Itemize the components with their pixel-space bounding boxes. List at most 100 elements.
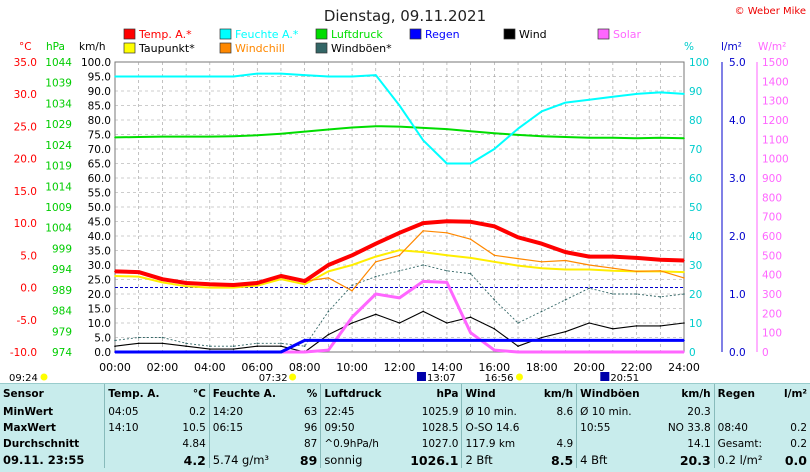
series-point — [374, 339, 377, 342]
series-point — [635, 325, 638, 327]
stats-header-cell: Luftdruck — [320, 384, 397, 404]
series-point — [398, 297, 401, 299]
temp-tick-label: 35.0 — [14, 57, 37, 69]
series-point — [137, 271, 140, 273]
legend-swatch — [123, 28, 136, 40]
series-point — [446, 254, 448, 257]
stats-cell: 1027.0 — [421, 438, 459, 450]
series-point — [374, 260, 377, 263]
series-point — [280, 275, 282, 277]
legend-label: Solar — [613, 28, 642, 41]
series-point — [209, 351, 211, 353]
humidity-tick-label: 30 — [689, 260, 702, 272]
series-point — [209, 75, 211, 78]
series-point — [683, 93, 685, 95]
series-point — [114, 351, 116, 353]
x-tick-label: 08:00 — [289, 361, 321, 374]
series-point — [303, 351, 306, 353]
series-point — [161, 278, 164, 280]
series-point — [327, 264, 330, 266]
stats-cell: 4 Bft — [576, 452, 656, 468]
series-point — [280, 72, 282, 75]
series-point — [398, 231, 401, 234]
solar-tick-label: 100 — [762, 328, 782, 340]
pressure-tick-label: 999 — [52, 243, 72, 255]
x-tick-label: 20:00 — [573, 361, 605, 374]
series-point — [185, 285, 187, 288]
series-point — [374, 313, 377, 316]
temp-tick-label: 5.0 — [20, 250, 37, 262]
series-point — [659, 325, 662, 327]
stats-cell: 117.9 km — [461, 436, 535, 452]
series-point — [588, 322, 590, 324]
chart-series — [114, 72, 685, 354]
series-point — [161, 75, 164, 78]
series-point — [209, 135, 211, 138]
wind-tick-label: 70.0 — [88, 144, 111, 156]
stats-row-current: 09.11. 23:55 4.2 5.74 g/m³ 89 sonnig 1026.1 2 … — [0, 452, 810, 468]
series-point — [161, 336, 164, 339]
series-point — [493, 339, 496, 342]
wind-tick-label: 45.0 — [88, 217, 111, 229]
stats-cell: 14:10 — [104, 420, 174, 436]
series-point — [351, 316, 353, 319]
stats-cell: 96 — [303, 422, 318, 434]
series-point — [659, 137, 662, 139]
series-point — [446, 322, 448, 324]
series-point — [493, 328, 496, 330]
wind-tick-label: 85.0 — [88, 101, 111, 113]
pressure-tick-label: 1004 — [45, 223, 72, 235]
series-point — [635, 257, 638, 259]
stats-cell: 2 Bft — [461, 452, 535, 468]
series-point — [114, 270, 116, 273]
series-point — [209, 286, 211, 289]
series-point — [588, 255, 590, 258]
series-point — [446, 339, 448, 342]
series-point — [588, 137, 590, 139]
stats-cell: O-SO 14.6 — [461, 420, 535, 436]
series-point — [422, 127, 425, 129]
series-point — [422, 139, 425, 142]
legend-swatch — [597, 28, 610, 40]
series-point — [469, 272, 472, 275]
series-point — [517, 257, 519, 260]
series-point — [209, 348, 211, 350]
stats-cell: 09:50 — [320, 420, 397, 436]
series-point — [232, 348, 235, 350]
series-point — [469, 316, 472, 319]
chart-legend: Temp. A.* Feuchte A.* Luftdruck Regen Wind So… — [123, 28, 642, 55]
series-point — [422, 339, 425, 342]
x-tick-label: 10:00 — [336, 361, 368, 374]
legend-label: Wind — [519, 28, 547, 41]
stats-cell: 87 — [303, 438, 318, 450]
x-tick-label: 00:00 — [99, 361, 131, 374]
stats-header-cell: % — [306, 388, 318, 400]
series-point — [161, 135, 164, 138]
solar-tick-label: 600 — [762, 231, 782, 243]
stats-cell: 04:05 — [104, 404, 174, 420]
pressure-tick-label: 984 — [52, 306, 72, 318]
series-point — [209, 345, 211, 348]
solar-tick-label: 0 — [762, 347, 769, 359]
series-point — [446, 231, 448, 234]
stats-cell: Ø 10 min. — [461, 404, 535, 420]
stats-header-cell: l/m² — [784, 388, 807, 400]
series-point — [540, 336, 543, 339]
series-point — [588, 264, 590, 266]
x-tick-label: 22:00 — [621, 361, 653, 374]
series-point — [256, 342, 259, 345]
series-point — [659, 296, 662, 298]
humidity-tick-label: 90 — [689, 86, 702, 98]
series-point — [185, 345, 187, 348]
x-tick-label: 24:00 — [668, 361, 700, 374]
humidity-tick-label: 50 — [689, 202, 702, 214]
series-point — [588, 351, 590, 353]
series-point — [564, 339, 567, 342]
series-point — [303, 345, 306, 348]
series-point — [398, 249, 401, 251]
series-point — [256, 134, 259, 137]
rain-tick-label: 5.0 — [729, 57, 746, 69]
series-point — [327, 310, 330, 313]
stats-cell: ^0.9hPa/h — [320, 436, 397, 452]
series-point — [540, 135, 543, 137]
